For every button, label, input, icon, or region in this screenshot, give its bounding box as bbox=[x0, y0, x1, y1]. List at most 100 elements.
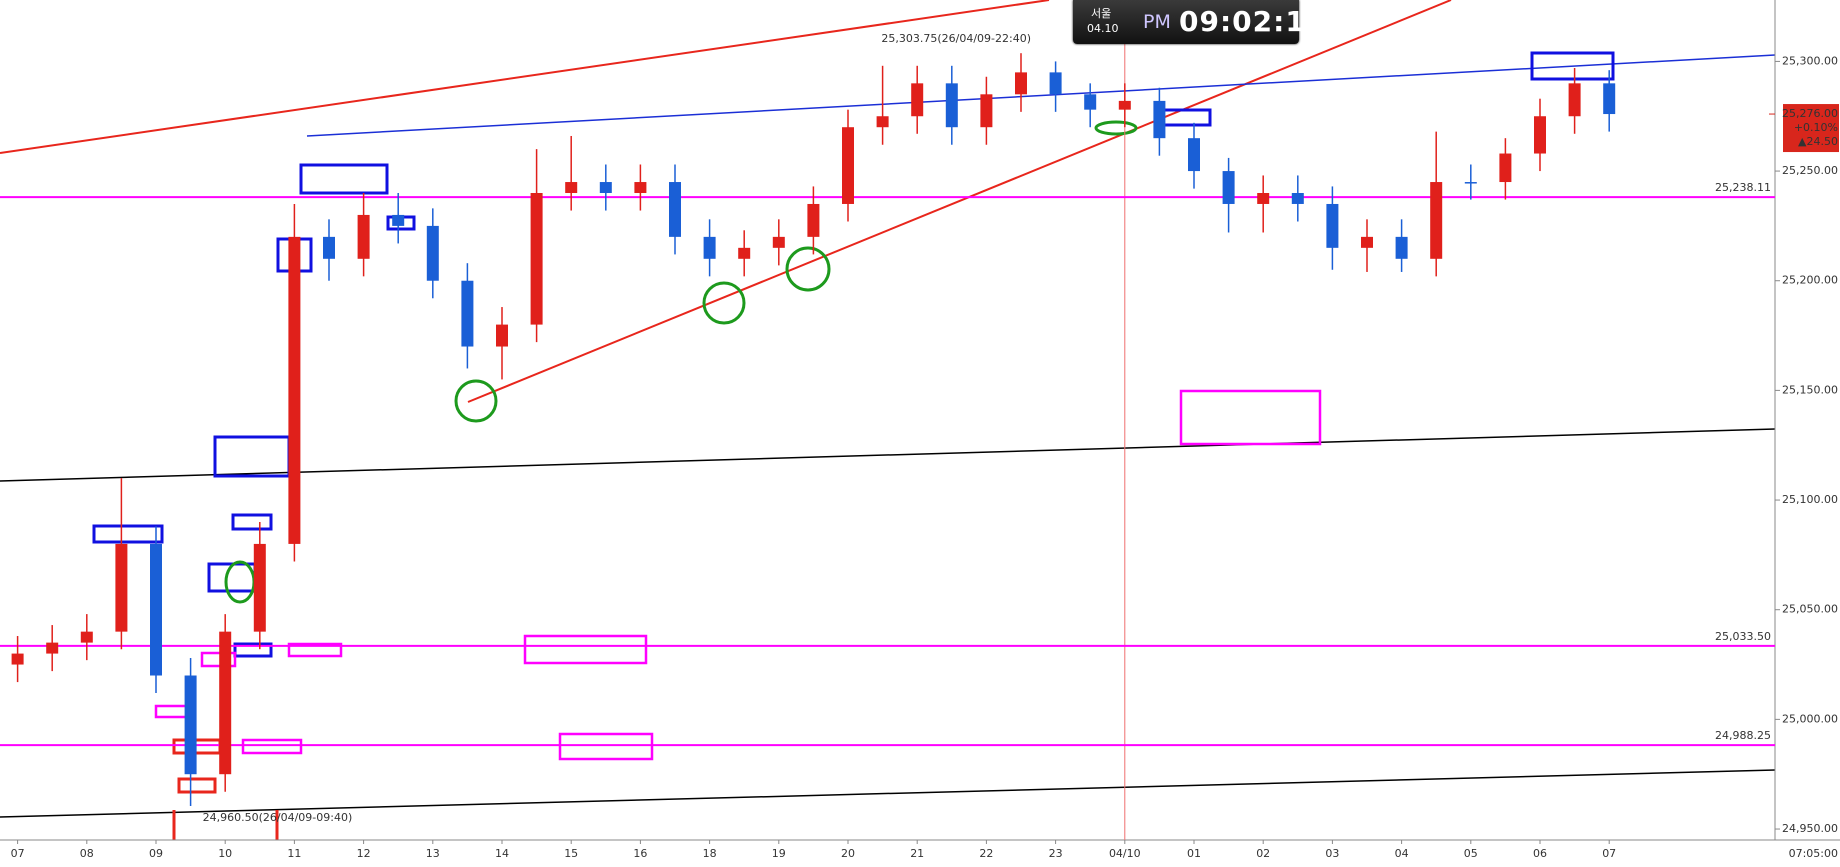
clock-time: 09:02:16 bbox=[1179, 5, 1327, 38]
x-tick-label: 02 bbox=[1256, 847, 1270, 860]
x-tick-label: 04 bbox=[1395, 847, 1409, 860]
candle-body bbox=[1291, 193, 1304, 204]
clock-ampm: PM bbox=[1143, 11, 1171, 33]
x-tick-label: 06 bbox=[1533, 847, 1547, 860]
x-tick-label: 14 bbox=[495, 847, 509, 860]
y-tick-label: 25,100.00 bbox=[1782, 493, 1838, 506]
candle-body bbox=[323, 236, 335, 259]
x-tick-label: 23 bbox=[1049, 847, 1063, 860]
price-line-label: 25,238.11 bbox=[1715, 181, 1771, 194]
candle-body bbox=[842, 127, 854, 204]
candle-body bbox=[1222, 171, 1235, 204]
candle-body bbox=[80, 631, 93, 643]
x-tick-label: 13 bbox=[426, 847, 440, 860]
x-tick-label: 07 bbox=[11, 847, 25, 860]
candle-body bbox=[1499, 153, 1512, 183]
trend-line bbox=[0, 769, 1776, 818]
candle-body bbox=[980, 94, 993, 128]
high-note: 25,303.75(26/04/09-22:40) bbox=[881, 32, 1031, 45]
candle-body bbox=[115, 543, 128, 632]
box-annotation bbox=[207, 562, 257, 593]
y-tick-label: 24,950.00 bbox=[1782, 822, 1838, 835]
x-tick-label: 12 bbox=[357, 847, 371, 860]
candle-body bbox=[703, 236, 716, 259]
trend-line bbox=[0, 0, 1050, 154]
change-pct: +0.10% bbox=[1794, 121, 1838, 134]
circle-annotation bbox=[702, 281, 746, 325]
x-tick-label: 08 bbox=[80, 847, 94, 860]
y-tick-label: 25,000.00 bbox=[1782, 712, 1838, 725]
box-annotation bbox=[92, 524, 164, 544]
candle-body bbox=[1395, 236, 1408, 259]
candle-body bbox=[150, 543, 162, 676]
low-note: 24,960.50(26/04/09-09:40) bbox=[203, 811, 353, 824]
x-tick-label: 10 bbox=[218, 847, 232, 860]
candle-body bbox=[1118, 100, 1131, 110]
circle-annotation bbox=[785, 246, 831, 292]
candle-body bbox=[1084, 94, 1097, 110]
circle-annotation bbox=[224, 560, 256, 604]
x-tick-label: 09 bbox=[149, 847, 163, 860]
candle-body bbox=[807, 203, 820, 237]
trend-line bbox=[306, 54, 1776, 137]
x-tick-label: 07 bbox=[1602, 847, 1616, 860]
box-annotation bbox=[233, 642, 273, 658]
box-annotation bbox=[558, 732, 654, 761]
candle-body bbox=[1049, 72, 1062, 95]
y-tick-label: 25,050.00 bbox=[1782, 603, 1838, 616]
candle-body bbox=[253, 543, 266, 632]
candle-body bbox=[772, 236, 785, 248]
box-annotation bbox=[1157, 108, 1212, 127]
candle-body bbox=[1015, 72, 1027, 95]
candle-body bbox=[1257, 193, 1270, 204]
candle-body bbox=[945, 83, 958, 128]
x-tick-label: 20 bbox=[841, 847, 855, 860]
y-tick-label: 25,150.00 bbox=[1782, 383, 1838, 396]
box-annotation bbox=[213, 435, 291, 478]
y-tick-label: 25,300.00 bbox=[1782, 54, 1838, 67]
y-tick-label: 25,200.00 bbox=[1782, 274, 1838, 287]
box-annotation bbox=[299, 163, 389, 195]
x-tick-label: 04/10 bbox=[1109, 847, 1141, 860]
box-annotation bbox=[241, 738, 303, 755]
candle-body bbox=[1603, 83, 1616, 115]
candle-body bbox=[530, 193, 543, 325]
box-annotation bbox=[172, 738, 222, 755]
x-tick-label: 15 bbox=[564, 847, 578, 860]
candle-body bbox=[738, 247, 751, 259]
clock-date: 04.10 bbox=[1087, 22, 1119, 35]
candle-body bbox=[1534, 116, 1546, 154]
candle-body bbox=[496, 324, 508, 347]
candle-body bbox=[1326, 203, 1339, 248]
drawings bbox=[0, 0, 1776, 840]
candle-body bbox=[876, 116, 889, 128]
box-annotation bbox=[231, 513, 273, 531]
candle-body bbox=[219, 631, 232, 775]
candle-body bbox=[392, 214, 405, 226]
candle-body bbox=[1464, 182, 1477, 184]
change: ▲24.50 bbox=[1798, 135, 1838, 148]
box-annotation bbox=[200, 651, 237, 668]
x-tick-label: 03 bbox=[1325, 847, 1339, 860]
candle-body bbox=[184, 675, 197, 775]
box-annotation bbox=[1530, 51, 1615, 81]
price-line-label: 25,033.50 bbox=[1715, 630, 1771, 643]
x-tick-label: 16 bbox=[633, 847, 647, 860]
circle-annotation bbox=[454, 379, 498, 423]
candle-body bbox=[1153, 100, 1166, 139]
candle-body bbox=[288, 236, 301, 544]
box-annotation bbox=[177, 777, 217, 794]
candle-body bbox=[634, 182, 647, 194]
x-tick-label: 11 bbox=[287, 847, 301, 860]
candle-body bbox=[1188, 138, 1200, 172]
candle-body bbox=[11, 653, 24, 665]
x-tick-label: 21 bbox=[910, 847, 924, 860]
trend-line bbox=[467, 0, 1452, 403]
x-tick-label: 22 bbox=[979, 847, 993, 860]
x-tick-label: 18 bbox=[703, 847, 717, 860]
candle-body bbox=[357, 214, 370, 259]
candle-body bbox=[911, 83, 924, 117]
price-line-label: 24,988.25 bbox=[1715, 729, 1771, 742]
candle-body bbox=[426, 225, 439, 281]
